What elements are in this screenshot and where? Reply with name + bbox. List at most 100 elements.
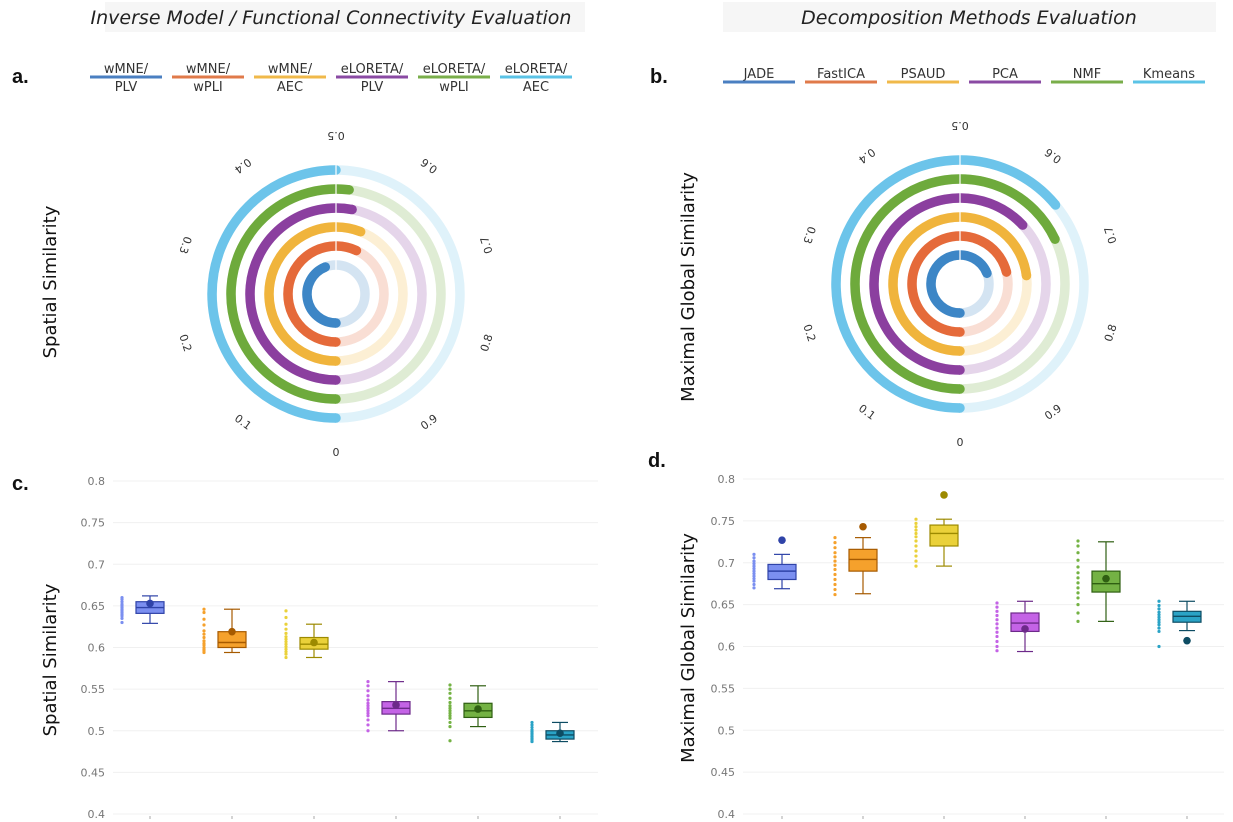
data-point — [448, 716, 452, 720]
radial-tick-label: 0.3 — [800, 225, 818, 246]
data-point — [833, 582, 837, 587]
radial-bar — [831, 155, 1060, 413]
radial-chart-a: 0 0.1 0.2 0.3 0.4 0.5 0.6 0.7 0.8 0.9 — [176, 129, 495, 459]
y-tick-label: 0.8 — [88, 475, 106, 488]
data-point — [366, 729, 370, 733]
data-point — [448, 720, 452, 725]
radial-bar-end-cap — [320, 262, 331, 272]
data-point — [530, 725, 534, 730]
y-tick-label: 0.6 — [88, 642, 106, 655]
y-tick-label: 0.5 — [718, 724, 736, 737]
data-point — [995, 601, 999, 605]
radial-bar — [283, 241, 359, 347]
radial-bar-end-cap — [355, 226, 366, 237]
data-point — [1157, 607, 1161, 611]
data-point — [833, 587, 837, 592]
data-point — [752, 577, 756, 581]
box-body — [848, 548, 878, 572]
box-mean — [228, 627, 236, 636]
radial-bar-start-cap — [331, 318, 341, 328]
data-point — [202, 639, 206, 643]
data-point — [366, 684, 370, 688]
radial-bar-start-cap — [955, 346, 965, 356]
y-tick-label: 0.7 — [718, 557, 736, 570]
data-point — [833, 541, 837, 545]
y-tick-label: 0.55 — [711, 682, 736, 695]
radial-tick-label: 0 — [957, 436, 964, 449]
data-point — [202, 641, 206, 645]
legend-label-top: eLORETA/ — [423, 62, 486, 77]
data-point — [284, 652, 288, 656]
data-point — [833, 536, 837, 540]
data-point — [752, 569, 756, 573]
data-point — [995, 630, 999, 634]
radial-bar-start-cap — [955, 308, 965, 318]
y-tick-label: 0.75 — [711, 515, 736, 528]
data-point — [1157, 620, 1161, 624]
data-point — [530, 720, 534, 725]
data-point — [833, 555, 837, 559]
data-point — [995, 634, 999, 639]
box-body — [929, 524, 959, 547]
data-point — [448, 724, 452, 729]
radial-bar-end-cap — [982, 268, 992, 279]
data-point — [833, 559, 837, 563]
radial-bar — [245, 203, 353, 385]
radial-bar-start-cap — [331, 413, 341, 423]
data-point — [448, 739, 452, 743]
radial-bar — [926, 250, 992, 318]
data-point — [1076, 596, 1080, 600]
data-point — [448, 691, 452, 695]
box-plot-c: 0.4 0.45 0.5 0.55 0.6 0.65 0.7 0.75 0.8 — [81, 475, 598, 821]
data-point — [448, 700, 452, 705]
data-point — [833, 546, 837, 550]
data-point — [995, 618, 999, 622]
data-point — [1157, 603, 1161, 608]
radial-bar-end-cap — [1050, 234, 1060, 245]
data-point — [366, 680, 370, 684]
data-point — [366, 694, 370, 698]
radial-tick-label: 0 — [333, 446, 340, 459]
y-tick-label: 0.8 — [718, 473, 736, 486]
data-point — [120, 602, 124, 606]
left-panel-title: Inverse Model / Functional Connectivity … — [91, 7, 572, 29]
data-point — [284, 647, 288, 651]
data-point — [914, 539, 918, 543]
y-tick-label: 0.45 — [711, 766, 736, 779]
radial-b-ylabel: Maximal Global Similarity — [678, 172, 699, 402]
box-mean — [1183, 636, 1191, 645]
data-point — [284, 631, 288, 635]
data-point — [1076, 611, 1080, 615]
legend-label: PCA — [992, 67, 1018, 82]
box-d-ylabel: Maximal Global Similarity — [678, 533, 699, 763]
data-point — [366, 714, 370, 718]
data-point — [914, 535, 918, 539]
data-point — [120, 595, 124, 600]
radial-bar-start-cap — [331, 394, 341, 404]
box-mean — [859, 522, 867, 531]
radial-bar-start-cap — [955, 384, 965, 394]
data-point — [202, 635, 206, 640]
radial-bar-start-cap — [331, 375, 341, 385]
box-mean — [556, 729, 564, 738]
data-point — [366, 704, 370, 708]
data-point — [284, 650, 288, 654]
radial-tick-label: 0.2 — [176, 333, 194, 354]
radial-tick-label: 0.5 — [327, 129, 345, 142]
data-point — [1076, 565, 1080, 569]
data-point — [1076, 544, 1080, 548]
y-tick-label: 0.5 — [88, 725, 106, 738]
y-tick-label: 0.4 — [88, 808, 106, 821]
y-tick-label: 0.65 — [711, 599, 736, 612]
data-point — [202, 607, 206, 611]
data-point — [833, 567, 837, 572]
data-point — [202, 610, 206, 615]
data-point — [1157, 626, 1161, 630]
data-point — [120, 620, 124, 625]
box-mean — [392, 701, 400, 709]
data-point — [1076, 586, 1080, 590]
radial-bar-end-cap — [1001, 267, 1012, 277]
data-point — [914, 531, 918, 536]
data-point — [284, 615, 288, 620]
data-point — [914, 544, 918, 548]
